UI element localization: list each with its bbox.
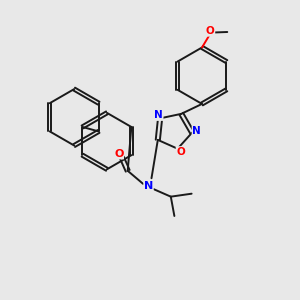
Text: O: O bbox=[114, 149, 124, 159]
Text: N: N bbox=[192, 126, 201, 136]
Text: N: N bbox=[144, 181, 153, 191]
Text: O: O bbox=[176, 147, 185, 157]
Text: N: N bbox=[154, 110, 163, 120]
Text: O: O bbox=[206, 26, 215, 36]
